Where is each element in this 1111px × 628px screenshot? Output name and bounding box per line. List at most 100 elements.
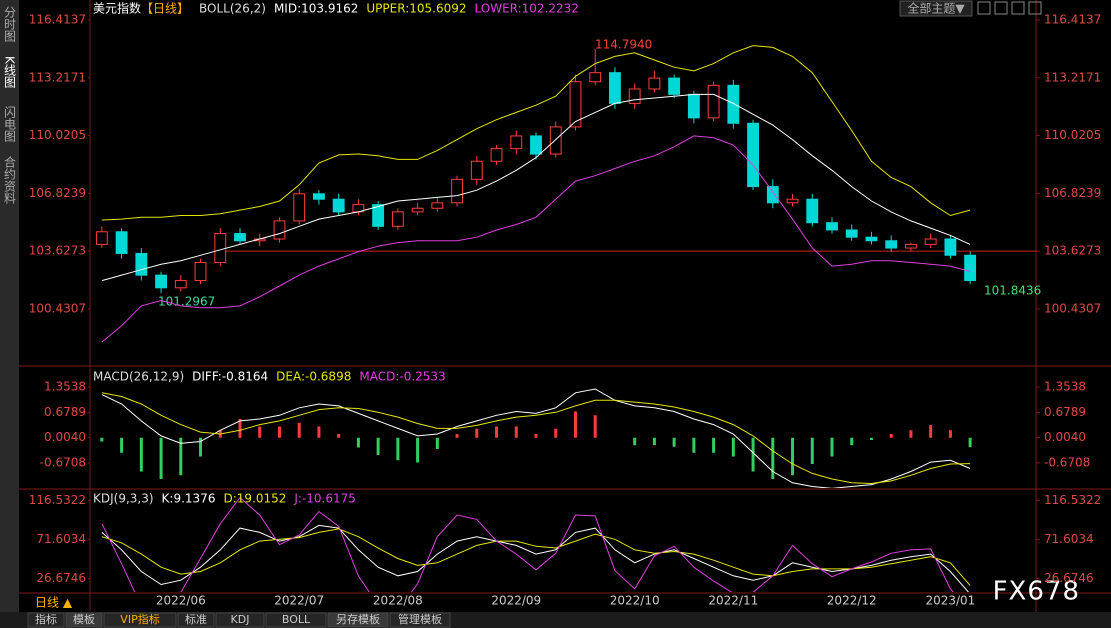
legend-label: MACD:-0.2533 [359, 370, 445, 384]
candle-body [786, 198, 799, 204]
bottom-tab[interactable] [265, 612, 327, 628]
legend-label: J:-10.6175 [293, 492, 356, 506]
bottom-tab[interactable] [389, 612, 451, 628]
candle-body [944, 238, 957, 256]
candle-body [234, 233, 246, 242]
candle-body [628, 88, 641, 104]
candle-body [806, 198, 819, 224]
y-tick-label: -0.6708 [1044, 455, 1090, 469]
y-tick-label: 1.3538 [1044, 379, 1086, 393]
y-tick-label: 113.2171 [29, 70, 86, 84]
candle-body [589, 72, 602, 83]
candle-body [273, 220, 286, 240]
bottom-tab[interactable] [215, 612, 265, 628]
bottom-tab[interactable] [27, 612, 65, 628]
candle-body [451, 178, 463, 204]
candle-body [194, 261, 207, 282]
side-tab[interactable]: K线图 [3, 56, 17, 88]
legend-label: LOWER:102.2232 [475, 2, 579, 16]
candle-body [135, 252, 148, 276]
candle-body [530, 135, 542, 155]
series-line [101, 392, 971, 485]
y-tick-label: 0.6789 [44, 405, 86, 419]
x-tick-label: 2022/09 [491, 594, 541, 608]
y-tick-label: 0.6789 [1044, 405, 1086, 419]
candle-body [411, 207, 424, 213]
y-tick-label: -0.6708 [40, 455, 86, 469]
legend-label: MACD(26,12,9) [93, 370, 184, 384]
period-button[interactable]: 日线 ▲ [35, 596, 73, 610]
tool-icon[interactable] [977, 1, 991, 15]
y-tick-label: 116.5322 [1044, 493, 1101, 507]
candle-body [609, 72, 621, 104]
y-tick-label: 26.6746 [1044, 571, 1094, 585]
series-line [101, 524, 970, 592]
candle-body [95, 231, 108, 245]
x-tick-label: 2022/11 [708, 594, 758, 608]
x-tick-label: 2022/10 [610, 594, 660, 608]
tool-icon[interactable] [994, 1, 1008, 15]
legend-label: DEA:-0.6898 [276, 370, 351, 384]
candle-body [470, 160, 483, 180]
theme-button-label[interactable]: 全部主题▼ [907, 1, 965, 16]
candle-body [648, 77, 661, 90]
legend-label: 美元指数 [93, 1, 141, 16]
candle-body [391, 211, 404, 227]
tool-icon[interactable] [1028, 1, 1042, 15]
x-tick-label: 2023/01 [925, 594, 975, 608]
y-tick-label: 116.4137 [29, 12, 86, 26]
y-tick-label: 110.0205 [1044, 128, 1101, 142]
candle-body [668, 77, 681, 95]
y-tick-label: 103.6273 [1044, 244, 1101, 258]
candle-body [313, 193, 325, 200]
tool-icon[interactable] [1011, 1, 1025, 15]
bottom-tab-label[interactable]: BOLL [282, 613, 311, 626]
y-tick-label: 1.3538 [44, 379, 86, 393]
side-tab[interactable]: 闪电图 [3, 106, 17, 142]
candle-body [727, 84, 740, 124]
bottom-tab-label[interactable]: 模板 [73, 612, 95, 626]
candle-body [155, 274, 167, 289]
y-tick-label: 116.4137 [1044, 12, 1101, 26]
x-tick-label: 2022/06 [156, 594, 206, 608]
series-line [101, 528, 971, 586]
bottom-tab-label[interactable]: VIP指标 [120, 612, 159, 626]
candle-body [687, 93, 700, 119]
side-tab[interactable]: 分时图 [3, 6, 17, 42]
y-tick-label: 0.0040 [44, 430, 86, 444]
candle-body [865, 236, 878, 242]
bottom-tab[interactable] [103, 612, 177, 628]
legend-label: DIFF:-0.8164 [192, 370, 268, 384]
bottom-tab[interactable] [327, 612, 389, 628]
legend-label: KDJ(9,3,3) [93, 492, 154, 506]
y-tick-label: 71.6034 [36, 532, 86, 546]
candle-body [214, 233, 227, 263]
candle-body [826, 222, 838, 231]
theme-button[interactable] [899, 0, 973, 17]
bottom-tab-label[interactable]: 另存模板 [336, 612, 380, 626]
bottom-tab-label[interactable]: 指标 [35, 612, 57, 626]
candle-body [549, 126, 562, 155]
y-tick-label: 100.4307 [1044, 301, 1101, 315]
side-tab[interactable]: 合约资料 [3, 155, 17, 204]
y-tick-label: 113.2171 [1044, 70, 1101, 84]
bottom-tab[interactable] [177, 612, 215, 628]
x-tick-label: 2022/08 [373, 594, 423, 608]
y-tick-label: 103.6273 [29, 244, 86, 258]
last-annotation: 101.8436 [984, 284, 1041, 298]
candle-body [115, 231, 128, 254]
bottom-tab-label[interactable]: 标准 [185, 612, 207, 626]
bottom-tab-label[interactable]: KDJ [231, 613, 250, 626]
series-line [101, 93, 971, 282]
candle-body [964, 254, 977, 282]
y-tick-label: 71.6034 [1044, 532, 1094, 546]
bottom-tab[interactable] [65, 612, 103, 628]
plot-area [95, 45, 1036, 343]
candle-body [174, 280, 187, 289]
bottom-tab-label[interactable]: 管理模板 [398, 612, 442, 626]
y-tick-label: 110.0205 [29, 128, 86, 142]
legend-label: K:9.1376 [162, 492, 216, 506]
